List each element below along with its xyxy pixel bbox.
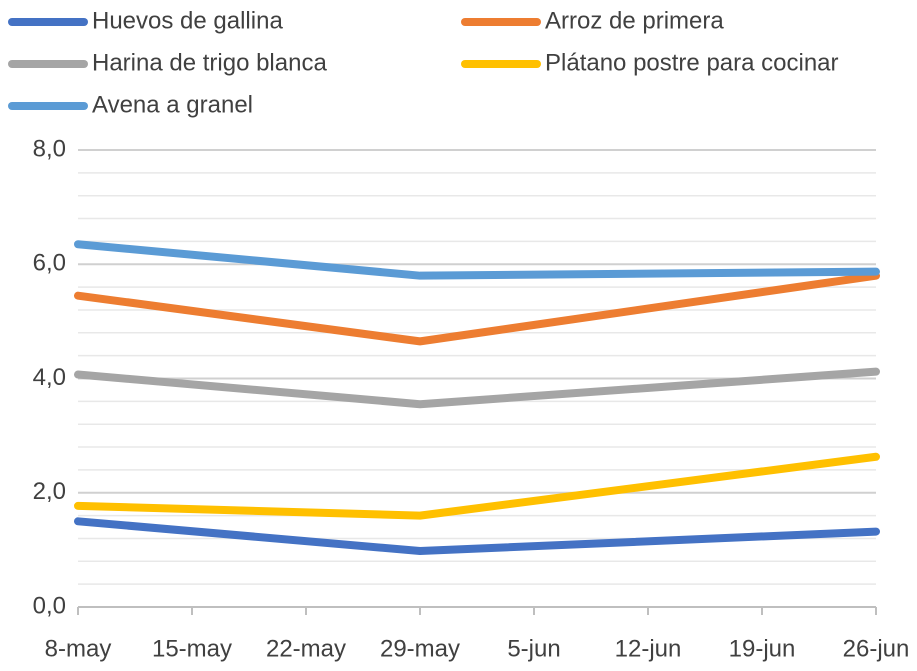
y-tick-label: 6,0 bbox=[33, 250, 66, 277]
x-tick-label: 19-jun bbox=[729, 635, 796, 662]
x-tick-label: 22-may bbox=[266, 635, 346, 662]
y-tick-label: 4,0 bbox=[33, 364, 66, 391]
y-tick-label: 8,0 bbox=[33, 135, 66, 162]
legend-label: Avena a granel bbox=[92, 91, 253, 118]
x-tick-label: 26-jun bbox=[843, 635, 910, 662]
x-tick-label: 15-may bbox=[152, 635, 232, 662]
x-tick-label: 5-jun bbox=[507, 635, 560, 662]
x-tick-label: 29-may bbox=[380, 635, 460, 662]
y-tick-label: 0,0 bbox=[33, 592, 66, 619]
series-line bbox=[74, 240, 880, 280]
x-tick-label: 12-jun bbox=[615, 635, 682, 662]
x-tick-label: 8-may bbox=[45, 635, 112, 662]
y-tick-label: 2,0 bbox=[33, 478, 66, 505]
series-line bbox=[74, 367, 880, 409]
legend-label: Huevos de gallina bbox=[92, 7, 283, 34]
series-line bbox=[74, 452, 880, 520]
legend-label: Harina de trigo blanca bbox=[92, 49, 327, 76]
series-line bbox=[74, 517, 880, 556]
legend-label: Plátano postre para cocinar bbox=[545, 49, 839, 76]
series-line bbox=[74, 271, 880, 346]
legend-label: Arroz de primera bbox=[545, 7, 724, 34]
